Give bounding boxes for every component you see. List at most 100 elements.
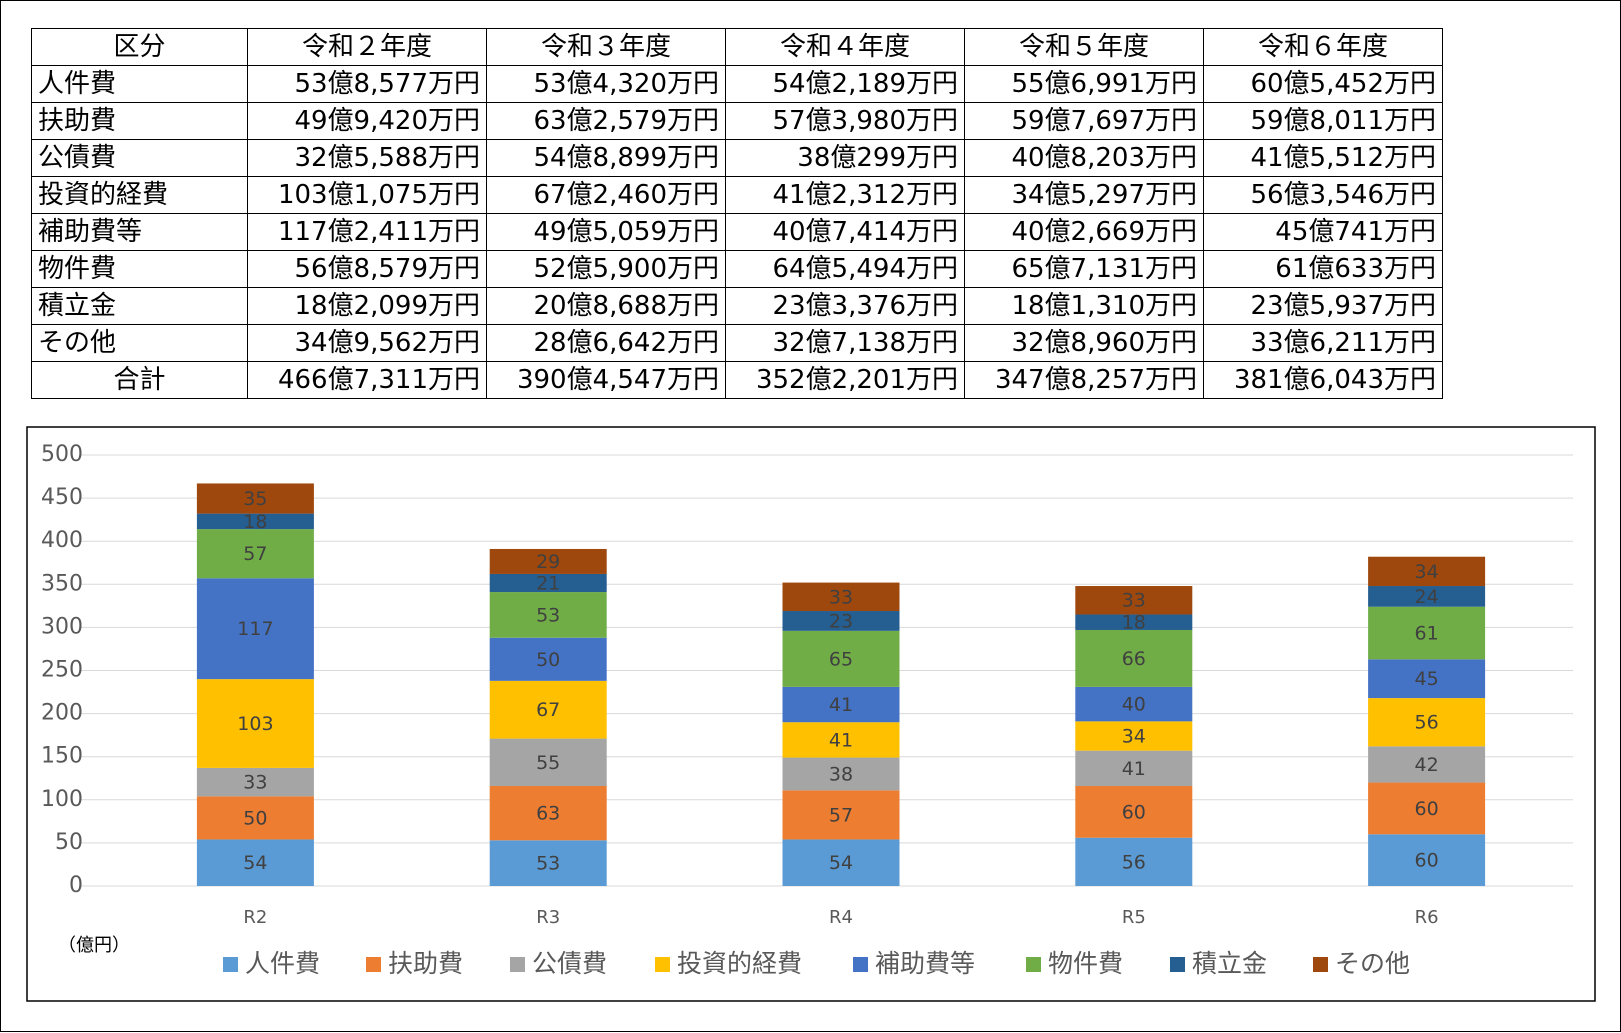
data-label: 56 <box>1415 712 1439 734</box>
chart-border <box>26 426 1596 1002</box>
bar-segment <box>196 839 314 886</box>
y-tick-label: 250 <box>41 658 83 683</box>
table-cell: 投資的経費 <box>31 176 248 214</box>
bar-segment <box>1075 721 1193 751</box>
table-cell: 41億2,312万円 <box>725 176 965 214</box>
y-tick-label: 450 <box>41 485 83 510</box>
data-label: 23 <box>829 610 853 632</box>
bar-segment <box>782 757 900 791</box>
bar-segment <box>782 630 900 687</box>
data-label: 117 <box>237 618 273 640</box>
data-label: 34 <box>1415 561 1439 583</box>
data-label: 33 <box>829 586 853 608</box>
data-label: 53 <box>536 604 560 626</box>
table-cell: 令和２年度 <box>247 28 487 66</box>
bar-segment <box>782 839 900 886</box>
x-tick-label: R5 <box>1122 907 1146 928</box>
table-cell: 53億8,577万円 <box>247 65 487 103</box>
table-cell: 61億633万円 <box>1203 250 1443 288</box>
bar-segment <box>196 483 314 514</box>
data-label: 42 <box>1415 754 1439 776</box>
bar-segment <box>1075 614 1193 630</box>
bar-segment <box>196 529 314 579</box>
table-cell: 23億5,937万円 <box>1203 287 1443 325</box>
y-tick-label: 300 <box>41 614 83 639</box>
x-tick-label: R2 <box>243 907 267 928</box>
y-tick-label: 200 <box>41 701 83 726</box>
table-cell: 令和３年度 <box>486 28 726 66</box>
y-tick-label: 100 <box>41 787 83 812</box>
table-cell: 令和６年度 <box>1203 28 1443 66</box>
legend-swatch <box>510 957 525 972</box>
bar-segment <box>1368 556 1486 587</box>
data-label: 45 <box>1415 668 1439 690</box>
legend-label: 投資的経費 <box>677 949 802 978</box>
data-label: 50 <box>243 807 267 829</box>
table-cell: 59億7,697万円 <box>964 102 1204 140</box>
bar-segment <box>196 796 314 840</box>
bar-segment <box>196 513 314 530</box>
y-tick-label: 0 <box>69 873 83 898</box>
legend-swatch <box>655 957 670 972</box>
table-cell: 466億7,311万円 <box>247 361 487 399</box>
table-cell: 41億5,512万円 <box>1203 139 1443 177</box>
bar-segment <box>489 786 607 841</box>
x-tick-label: R3 <box>536 907 560 928</box>
table-cell: 54億2,189万円 <box>725 65 965 103</box>
table-cell: 60億5,452万円 <box>1203 65 1443 103</box>
table-cell: 53億4,320万円 <box>486 65 726 103</box>
bar-segment <box>1075 586 1193 615</box>
bar-segment <box>1368 834 1486 886</box>
data-label: 57 <box>829 804 853 826</box>
table-cell: 54億8,899万円 <box>486 139 726 177</box>
table-cell: 103億1,075万円 <box>247 176 487 214</box>
data-label: 55 <box>536 752 560 774</box>
data-label: 41 <box>829 694 853 716</box>
table-cell: 区分 <box>31 28 248 66</box>
data-label: 35 <box>243 488 267 510</box>
table-cell: 352億2,201万円 <box>725 361 965 399</box>
table-row: 合計 466億7,311万円 390億4,547万円 352億2,201万円 347億8… <box>31 361 1443 399</box>
data-label: 60 <box>1415 798 1439 820</box>
data-label: 33 <box>243 772 267 794</box>
budget-table: 区分 令和２年度 令和３年度 令和４年度 令和５年度 令和６年度 人件費 53億8,577万円… <box>31 28 1443 399</box>
bar-segment <box>1368 659 1486 699</box>
table-cell: 55億6,991万円 <box>964 65 1204 103</box>
data-label: 67 <box>536 699 560 721</box>
data-label: 56 <box>1122 851 1146 873</box>
legend-label: 公債費 <box>532 949 607 978</box>
y-tick-label: 400 <box>41 528 83 553</box>
table-cell: 40億8,203万円 <box>964 139 1204 177</box>
bar-segment <box>1368 606 1486 660</box>
table-cell: 18億2,099万円 <box>247 287 487 325</box>
table-cell: 34億5,297万円 <box>964 176 1204 214</box>
bar-segment <box>489 592 607 638</box>
bar-segment <box>489 840 607 886</box>
bar-segment <box>196 578 314 680</box>
data-label: 38 <box>829 763 853 785</box>
legend-swatch <box>853 957 868 972</box>
y-tick-label: 50 <box>55 830 83 855</box>
data-label: 24 <box>1415 586 1439 608</box>
y-tick-label: 500 <box>41 442 83 467</box>
bar-segment <box>782 611 900 631</box>
table-cell: 52億5,900万円 <box>486 250 726 288</box>
x-tick-label: R6 <box>1415 907 1439 928</box>
table-cell: 57億3,980万円 <box>725 102 965 140</box>
data-label: 29 <box>536 551 560 573</box>
unit-label: （億円） <box>58 935 130 956</box>
data-label: 103 <box>237 713 273 735</box>
legend-swatch <box>1313 957 1328 972</box>
legend-label: 人件費 <box>245 949 320 978</box>
table-cell: 65億7,131万円 <box>964 250 1204 288</box>
table-row: 扶助費 49億9,420万円 63億2,579万円 57億3,980万円 59億7,69… <box>31 102 1443 140</box>
bar-segment <box>1075 750 1193 787</box>
legend-swatch <box>366 957 381 972</box>
table-cell: 45億741万円 <box>1203 213 1443 251</box>
legend-label: その他 <box>1335 949 1410 978</box>
data-label: 63 <box>536 803 560 825</box>
bar-segment <box>1075 786 1193 838</box>
legend-swatch <box>1026 957 1041 972</box>
